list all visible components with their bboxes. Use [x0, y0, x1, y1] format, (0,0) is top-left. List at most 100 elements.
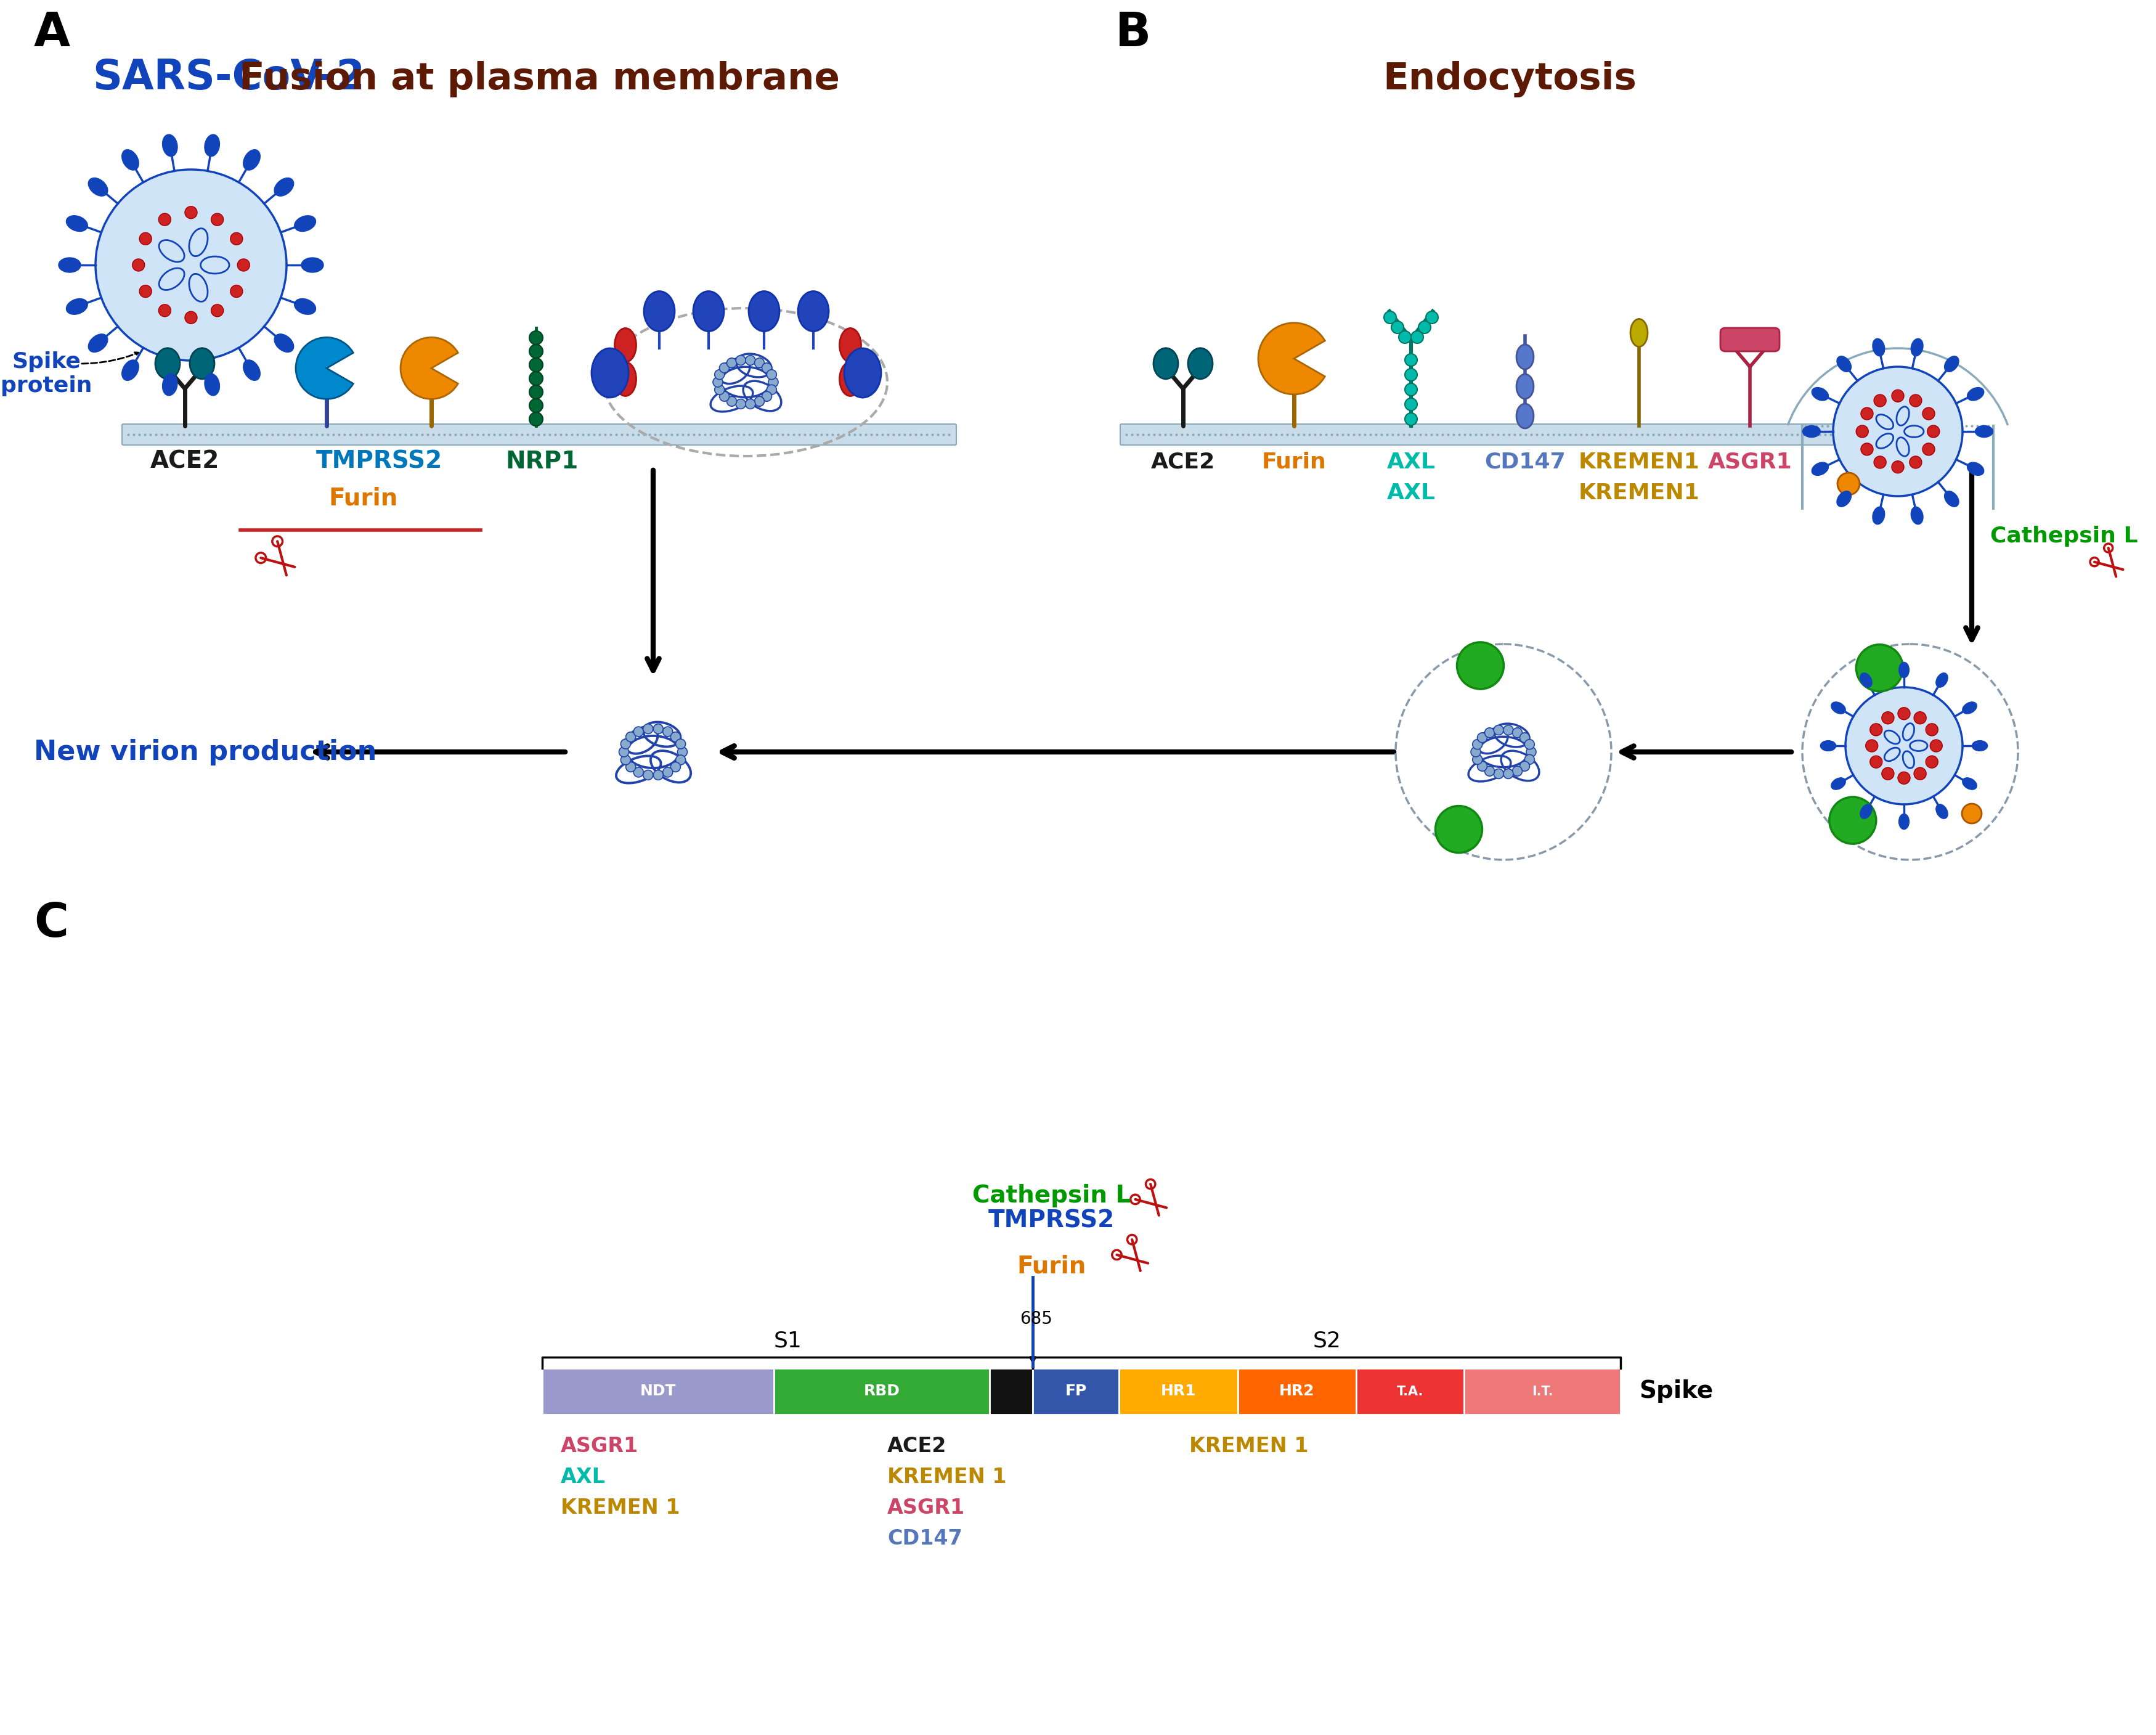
Circle shape	[1473, 739, 1483, 750]
Ellipse shape	[244, 149, 261, 170]
Circle shape	[528, 331, 543, 345]
Ellipse shape	[1910, 338, 1923, 356]
Circle shape	[1837, 472, 1861, 494]
Circle shape	[619, 748, 630, 756]
Text: KREMEN1: KREMEN1	[1578, 451, 1699, 472]
Ellipse shape	[123, 149, 138, 170]
Circle shape	[768, 376, 778, 387]
Circle shape	[1406, 413, 1416, 425]
Circle shape	[1910, 394, 1921, 406]
Ellipse shape	[1962, 777, 1977, 789]
Ellipse shape	[1861, 805, 1871, 819]
Circle shape	[1436, 807, 1481, 854]
Circle shape	[1861, 442, 1874, 455]
Ellipse shape	[1945, 491, 1960, 507]
Circle shape	[211, 213, 224, 226]
Ellipse shape	[67, 215, 88, 231]
Circle shape	[237, 259, 250, 271]
Circle shape	[1391, 321, 1404, 333]
Circle shape	[1910, 456, 1921, 468]
Text: FP: FP	[1065, 1385, 1087, 1398]
Circle shape	[185, 206, 196, 219]
Text: Cathepsin L: Cathepsin L	[1990, 526, 2139, 547]
FancyBboxPatch shape	[990, 1369, 1033, 1414]
Circle shape	[642, 723, 653, 734]
Circle shape	[621, 755, 630, 765]
Ellipse shape	[274, 179, 293, 196]
Circle shape	[735, 356, 746, 364]
Text: ASGR1: ASGR1	[1708, 451, 1792, 472]
Circle shape	[720, 392, 729, 401]
Ellipse shape	[58, 257, 80, 272]
Circle shape	[714, 370, 724, 380]
Ellipse shape	[1936, 805, 1947, 819]
Circle shape	[1846, 687, 1962, 805]
Ellipse shape	[1802, 425, 1820, 437]
Wedge shape	[295, 337, 354, 399]
Text: RBD: RBD	[865, 1385, 899, 1398]
Circle shape	[1524, 739, 1535, 750]
Ellipse shape	[1861, 673, 1871, 687]
Ellipse shape	[1966, 387, 1984, 401]
Text: B: B	[1115, 10, 1151, 56]
Circle shape	[634, 727, 642, 737]
Circle shape	[761, 363, 772, 373]
Text: ASGR1: ASGR1	[561, 1437, 638, 1456]
Text: HR1: HR1	[1160, 1385, 1197, 1398]
Circle shape	[1865, 739, 1878, 751]
Ellipse shape	[1516, 375, 1533, 399]
Ellipse shape	[162, 134, 177, 156]
Circle shape	[671, 762, 681, 772]
Circle shape	[755, 357, 765, 368]
Text: TMPRSS2: TMPRSS2	[315, 449, 442, 474]
Ellipse shape	[1962, 703, 1977, 713]
Ellipse shape	[190, 349, 213, 378]
Circle shape	[675, 739, 686, 750]
Text: AXL: AXL	[1386, 451, 1436, 472]
Ellipse shape	[645, 291, 675, 331]
Wedge shape	[1259, 323, 1326, 394]
Circle shape	[1494, 725, 1503, 736]
Circle shape	[1925, 756, 1938, 769]
Circle shape	[1520, 762, 1529, 770]
Circle shape	[642, 770, 653, 781]
Text: Furin: Furin	[330, 488, 399, 510]
Text: HR2: HR2	[1279, 1385, 1315, 1398]
Circle shape	[1915, 767, 1925, 779]
Ellipse shape	[1820, 741, 1837, 751]
Circle shape	[528, 413, 543, 425]
Circle shape	[132, 259, 144, 271]
Circle shape	[735, 399, 746, 409]
Circle shape	[140, 232, 151, 245]
Circle shape	[1406, 383, 1416, 396]
Circle shape	[1419, 321, 1432, 333]
Circle shape	[1410, 331, 1423, 344]
Ellipse shape	[1936, 673, 1947, 687]
Circle shape	[1425, 311, 1438, 324]
Text: KREMEN 1: KREMEN 1	[888, 1466, 1007, 1487]
Text: NDT: NDT	[640, 1385, 677, 1398]
Circle shape	[1526, 748, 1535, 756]
Ellipse shape	[1830, 777, 1846, 789]
Ellipse shape	[1973, 741, 1988, 751]
Text: CD147: CD147	[1485, 451, 1565, 472]
Circle shape	[1384, 311, 1397, 324]
Ellipse shape	[1830, 703, 1846, 713]
Text: Cathepsin L: Cathepsin L	[972, 1183, 1130, 1208]
Circle shape	[1477, 732, 1488, 743]
Text: KREMEN 1: KREMEN 1	[1190, 1437, 1309, 1456]
Text: CD147: CD147	[888, 1529, 962, 1549]
Circle shape	[1962, 803, 1981, 824]
Text: Spike: Spike	[1639, 1379, 1714, 1404]
Circle shape	[1891, 390, 1904, 403]
Circle shape	[1406, 368, 1416, 382]
Circle shape	[1828, 796, 1876, 843]
Text: Spike
protein: Spike protein	[0, 350, 93, 397]
Ellipse shape	[88, 333, 108, 352]
Ellipse shape	[1910, 507, 1923, 524]
Circle shape	[1874, 394, 1886, 406]
Circle shape	[160, 304, 170, 318]
FancyBboxPatch shape	[1238, 1369, 1356, 1414]
Ellipse shape	[1945, 356, 1960, 371]
Circle shape	[1399, 331, 1410, 344]
